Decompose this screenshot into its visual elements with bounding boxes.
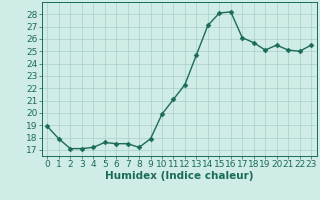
X-axis label: Humidex (Indice chaleur): Humidex (Indice chaleur)	[105, 171, 253, 181]
